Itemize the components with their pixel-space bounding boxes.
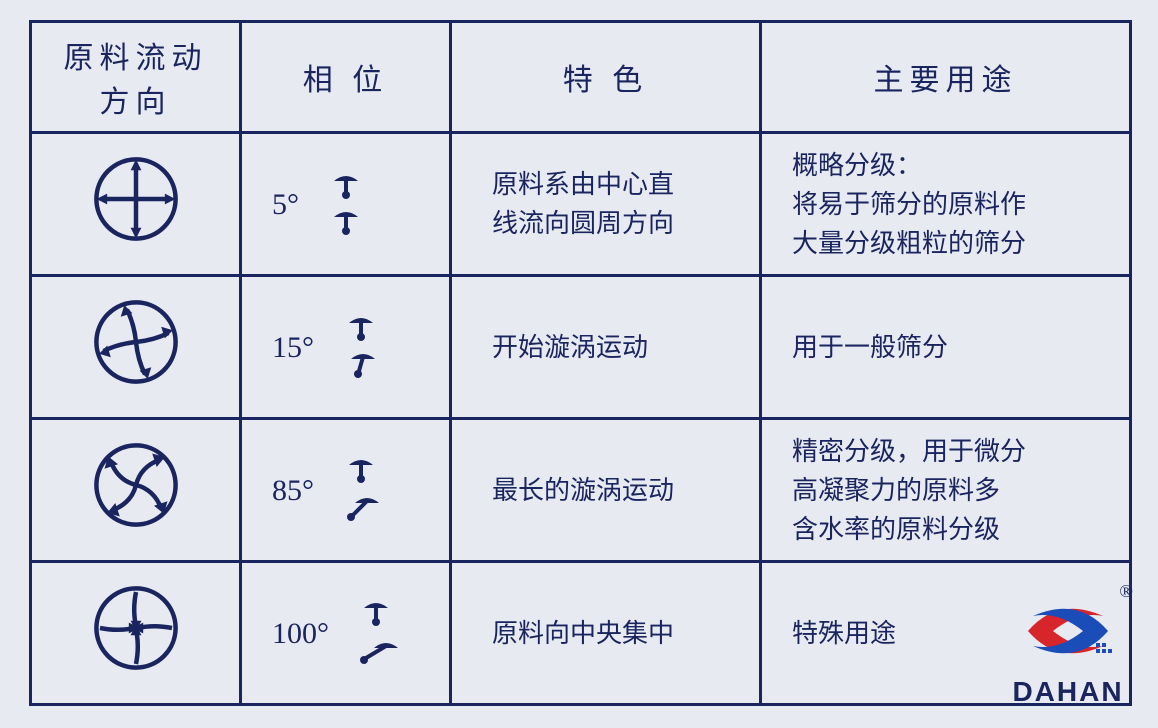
usage-text: 概略分级：将易于筛分的原料作大量分级粗粒的筛分 — [792, 151, 1026, 258]
table-row: 100° 原料向中央集中 特殊用途 — [31, 562, 1131, 705]
usage-cell: 精密分级，用于微分高凝聚力的原料多含水率的原料分级 — [761, 419, 1131, 562]
spec-table-container: 原料流动方向 相 位 特 色 主要用途 — [29, 20, 1129, 706]
table-row: 15° 开始漩涡运动 用于一般筛分 — [31, 276, 1131, 419]
vortex-strong-icon — [91, 440, 181, 530]
feature-text: 开始漩涡运动 — [492, 333, 648, 362]
phase-weight-icon — [326, 173, 366, 235]
table-row: 85° 最长的漩涡运动 精密分级，用于微分高凝聚力的原料多含水率的原料分级 — [31, 419, 1131, 562]
vortex-slight-icon — [91, 297, 181, 387]
inward-icon — [91, 583, 181, 673]
phase-cell: 5° — [241, 133, 451, 276]
feature-text: 原料向中央集中 — [492, 619, 674, 648]
usage-text: 用于一般筛分 — [792, 333, 948, 362]
col-header-phase: 相 位 — [241, 22, 451, 133]
registered-mark: ® — [1119, 581, 1133, 602]
phase-cell: 85° — [241, 419, 451, 562]
feature-cell: 最长的漩涡运动 — [451, 419, 761, 562]
logo-text: DAHAN — [1008, 676, 1128, 708]
phase-value: 15° — [272, 325, 314, 370]
phase-cell: 15° — [241, 276, 451, 419]
radial-out-icon — [91, 154, 181, 244]
phase-weight-icon — [356, 600, 406, 666]
phase-value: 100° — [272, 611, 329, 656]
brand-logo: ® DAHAN — [1008, 591, 1128, 708]
col-header-feature: 特 色 — [451, 22, 761, 133]
usage-cell: 用于一般筛分 — [761, 276, 1131, 419]
usage-text: 特殊用途 — [792, 619, 896, 648]
flow-direction-cell — [31, 276, 241, 419]
logo-icon — [1008, 591, 1128, 671]
phase-value: 85° — [272, 468, 314, 513]
col-header-flow: 原料流动方向 — [31, 22, 241, 133]
table-row: 5° 原料系由中心直线流向圆周方向 概略分级：将易于筛分的原料作大量分级粗粒的筛… — [31, 133, 1131, 276]
table-header-row: 原料流动方向 相 位 特 色 主要用途 — [31, 22, 1131, 133]
col-header-usage: 主要用途 — [761, 22, 1131, 133]
phase-cell: 100° — [241, 562, 451, 705]
feature-cell: 原料系由中心直线流向圆周方向 — [451, 133, 761, 276]
flow-direction-cell — [31, 133, 241, 276]
feature-cell: 原料向中央集中 — [451, 562, 761, 705]
feature-text: 最长的漩涡运动 — [492, 476, 674, 505]
flow-direction-cell — [31, 562, 241, 705]
feature-cell: 开始漩涡运动 — [451, 276, 761, 419]
spec-table: 原料流动方向 相 位 特 色 主要用途 — [29, 20, 1132, 706]
phase-weight-icon — [341, 457, 389, 523]
phase-value: 5° — [272, 182, 299, 227]
feature-text: 原料系由中心直线流向圆周方向 — [492, 170, 674, 238]
usage-text: 精密分级，用于微分高凝聚力的原料多含水率的原料分级 — [792, 437, 1026, 544]
phase-weight-icon — [341, 315, 385, 379]
flow-direction-cell — [31, 419, 241, 562]
usage-cell: 概略分级：将易于筛分的原料作大量分级粗粒的筛分 — [761, 133, 1131, 276]
